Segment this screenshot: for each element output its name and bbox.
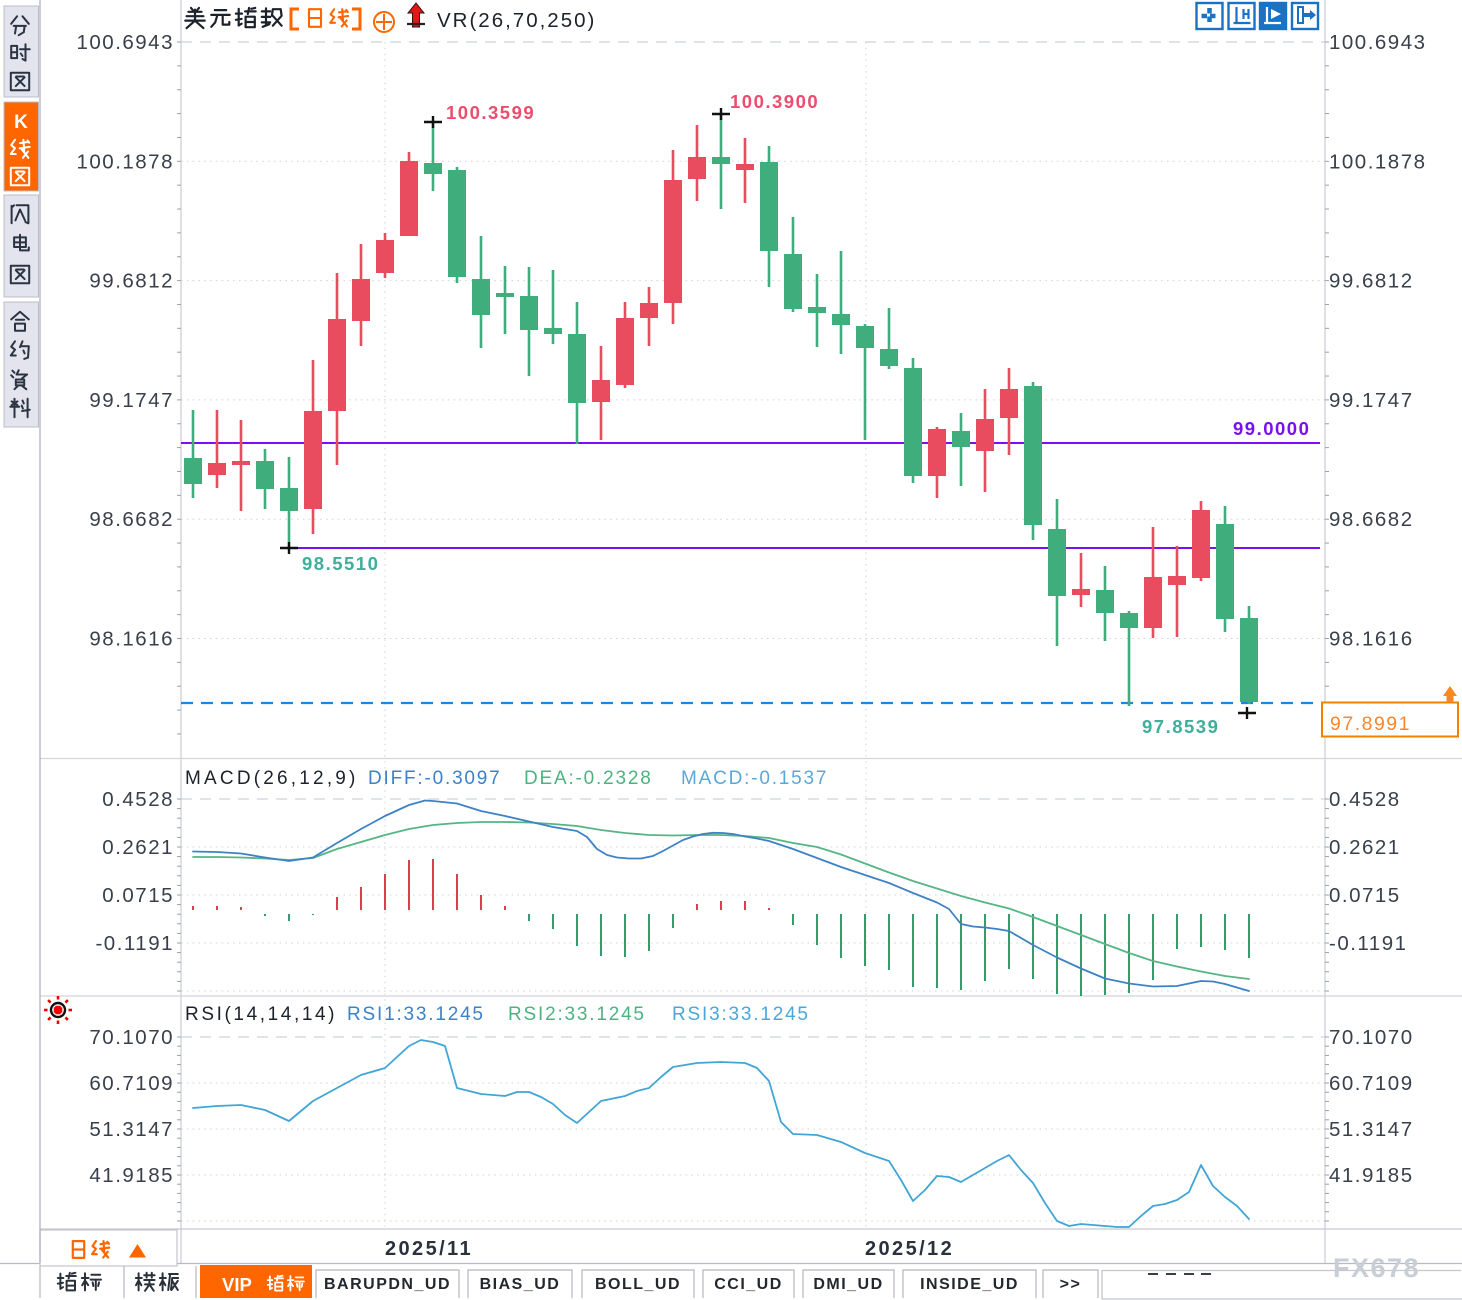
svg-text:99.6812: 99.6812 bbox=[89, 270, 174, 293]
svg-text:-0.1191: -0.1191 bbox=[1329, 932, 1408, 955]
svg-text:VIP: VIP bbox=[222, 1274, 252, 1295]
svg-text:100.1878: 100.1878 bbox=[1329, 150, 1427, 173]
svg-text:99.1747: 99.1747 bbox=[89, 389, 174, 412]
svg-text:DMI_UD: DMI_UD bbox=[813, 1276, 883, 1293]
svg-text:RSI2:33.1245: RSI2:33.1245 bbox=[508, 1004, 646, 1025]
svg-text:FX678: FX678 bbox=[1333, 1253, 1420, 1283]
svg-text:98.1616: 98.1616 bbox=[89, 628, 174, 651]
svg-text:RSI3:33.1245: RSI3:33.1245 bbox=[672, 1004, 810, 1025]
svg-text:98.6682: 98.6682 bbox=[1329, 508, 1414, 531]
svg-text:DIFF:-0.3097: DIFF:-0.3097 bbox=[368, 768, 502, 789]
svg-text:41.9185: 41.9185 bbox=[1329, 1164, 1414, 1187]
svg-text:100.3900: 100.3900 bbox=[730, 91, 819, 112]
svg-text:99.6812: 99.6812 bbox=[1329, 270, 1414, 293]
svg-text:60.7109: 60.7109 bbox=[89, 1072, 174, 1095]
svg-text:INSIDE_UD: INSIDE_UD bbox=[920, 1276, 1019, 1293]
svg-text:RSI1:33.1245: RSI1:33.1245 bbox=[347, 1004, 485, 1025]
svg-text:0.2621: 0.2621 bbox=[102, 836, 174, 859]
svg-text:70.1070: 70.1070 bbox=[1329, 1026, 1414, 1049]
svg-text:-0.1191: -0.1191 bbox=[95, 932, 174, 955]
svg-text:BIAS_UD: BIAS_UD bbox=[480, 1276, 561, 1293]
svg-text:0.0715: 0.0715 bbox=[1329, 884, 1401, 907]
svg-text:VR(26,70,250): VR(26,70,250) bbox=[437, 9, 596, 32]
svg-text:100.6943: 100.6943 bbox=[1329, 31, 1427, 54]
svg-text:>>: >> bbox=[1060, 1276, 1082, 1293]
svg-text:51.3147: 51.3147 bbox=[1329, 1118, 1414, 1141]
svg-text:99.1747: 99.1747 bbox=[1329, 389, 1414, 412]
svg-text:51.3147: 51.3147 bbox=[89, 1118, 174, 1141]
svg-text:98.1616: 98.1616 bbox=[1329, 628, 1414, 651]
svg-text:MACD(26,12,9): MACD(26,12,9) bbox=[185, 768, 359, 789]
svg-text:100.6943: 100.6943 bbox=[76, 31, 174, 54]
svg-text:60.7109: 60.7109 bbox=[1329, 1072, 1414, 1095]
svg-text:CCI_UD: CCI_UD bbox=[714, 1276, 783, 1293]
svg-text:100.3599: 100.3599 bbox=[446, 102, 535, 123]
svg-text:BOLL_UD: BOLL_UD bbox=[595, 1276, 681, 1293]
svg-text:0.2621: 0.2621 bbox=[1329, 836, 1401, 859]
svg-text:DEA:-0.2328: DEA:-0.2328 bbox=[524, 768, 653, 789]
svg-text:100.1878: 100.1878 bbox=[76, 150, 174, 173]
svg-text:2025/11: 2025/11 bbox=[385, 1238, 473, 1260]
svg-text:98.5510: 98.5510 bbox=[302, 553, 379, 574]
svg-text:97.8539: 97.8539 bbox=[1142, 716, 1219, 737]
svg-text:MACD:-0.1537: MACD:-0.1537 bbox=[681, 768, 828, 789]
svg-text:0.4528: 0.4528 bbox=[1329, 788, 1401, 811]
svg-text:99.0000: 99.0000 bbox=[1233, 418, 1310, 439]
svg-text:2025/12: 2025/12 bbox=[865, 1238, 954, 1260]
svg-text:RSI(14,14,14): RSI(14,14,14) bbox=[185, 1004, 337, 1025]
svg-text:41.9185: 41.9185 bbox=[89, 1164, 174, 1187]
svg-text:BARUPDN_UD: BARUPDN_UD bbox=[324, 1276, 451, 1293]
svg-text:0.0715: 0.0715 bbox=[102, 884, 174, 907]
svg-text:70.1070: 70.1070 bbox=[89, 1026, 174, 1049]
svg-text:K: K bbox=[14, 112, 28, 133]
svg-text:98.6682: 98.6682 bbox=[89, 508, 174, 531]
svg-text:97.8991: 97.8991 bbox=[1330, 713, 1411, 735]
svg-text:0.4528: 0.4528 bbox=[102, 788, 174, 811]
